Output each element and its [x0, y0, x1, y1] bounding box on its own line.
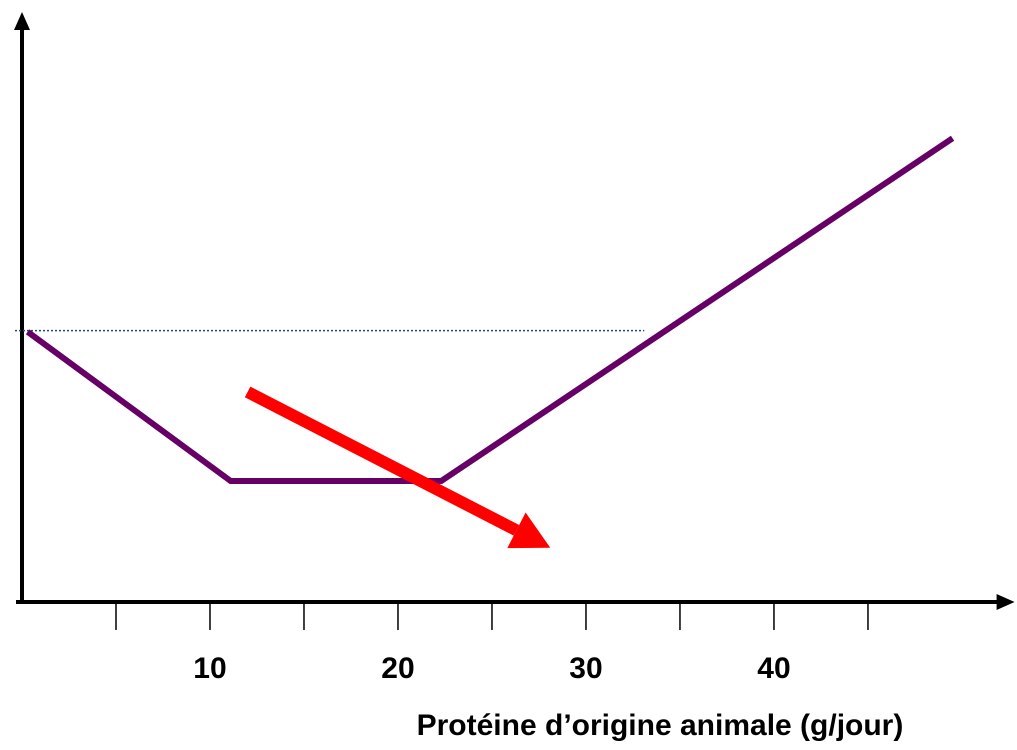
y-axis-arrow [14, 12, 30, 30]
arrow-shaft [244, 386, 520, 536]
x-axis-arrow [996, 594, 1015, 610]
x-tick-label: 30 [569, 652, 602, 685]
x-axis-label: Protéine d’origine animale (g/jour) [417, 709, 904, 742]
x-tick-label: 40 [757, 652, 790, 685]
x-tick-label: 10 [193, 652, 226, 685]
line-series [25, 135, 955, 485]
arrow-head [507, 512, 551, 549]
x-tick-label: 20 [381, 652, 414, 685]
